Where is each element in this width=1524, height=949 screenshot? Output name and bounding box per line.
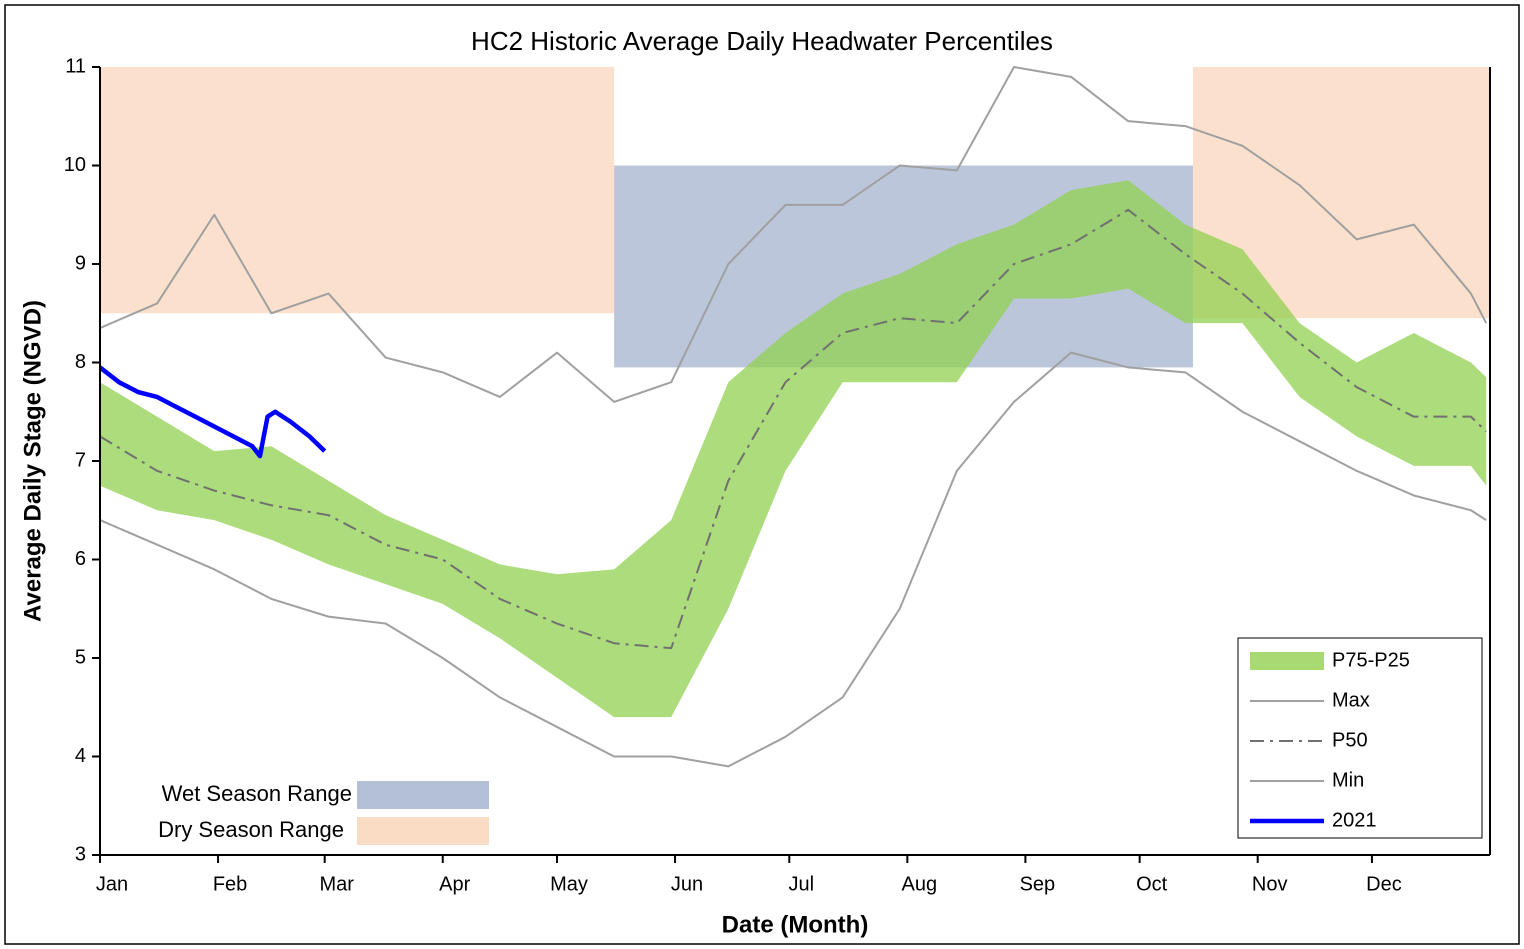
y-tick-label: 9 <box>75 252 86 274</box>
y-tick-label: 11 <box>65 55 86 77</box>
y-axis-label: Average Daily Stage (NGVD) <box>19 300 46 622</box>
legend-swatch <box>1250 652 1324 670</box>
legend-label: 2021 <box>1332 809 1377 831</box>
legend-label: P75-P25 <box>1332 649 1410 671</box>
range-legend-label: Wet Season Range <box>162 781 352 806</box>
x-tick-label: Jan <box>96 873 128 895</box>
y-tick-label: 4 <box>75 745 86 767</box>
legend-label: P50 <box>1332 729 1368 751</box>
x-tick-label: May <box>550 873 588 895</box>
x-tick-label: Feb <box>213 873 247 895</box>
range-legend-swatch <box>357 781 489 809</box>
series-line <box>99 208 1487 650</box>
series-line <box>98 365 327 459</box>
y-tick-label: 6 <box>75 548 86 570</box>
x-tick-label: Nov <box>1252 873 1288 895</box>
legend-label: Max <box>1332 689 1370 711</box>
chart-title: HC2 Historic Average Daily Headwater Per… <box>471 26 1053 56</box>
y-tick-label: 5 <box>75 646 86 668</box>
series-line <box>99 351 1487 768</box>
percentile-band <box>100 180 1487 718</box>
y-tick-label: 7 <box>75 449 86 471</box>
legend-label: Min <box>1332 769 1364 791</box>
y-tick-label: 10 <box>64 154 86 176</box>
x-tick-label: Oct <box>1136 873 1168 895</box>
series-line <box>99 66 1488 403</box>
x-tick-label: Mar <box>319 873 354 895</box>
y-tick-label: 3 <box>75 843 86 865</box>
y-tick-label: 8 <box>75 351 86 373</box>
x-tick-label: Sep <box>1020 873 1056 895</box>
x-tick-label: Aug <box>902 873 938 895</box>
range-legend-swatch <box>357 817 489 845</box>
range-legend-label: Dry Season Range <box>158 817 344 842</box>
season-range <box>100 67 615 314</box>
x-axis-label: Date (Month) <box>722 911 869 938</box>
x-tick-label: Jun <box>671 873 703 895</box>
x-tick-label: Jul <box>788 873 814 895</box>
legend-box <box>1237 637 1483 839</box>
x-tick-label: Apr <box>439 873 470 895</box>
x-tick-label: Dec <box>1366 873 1402 895</box>
